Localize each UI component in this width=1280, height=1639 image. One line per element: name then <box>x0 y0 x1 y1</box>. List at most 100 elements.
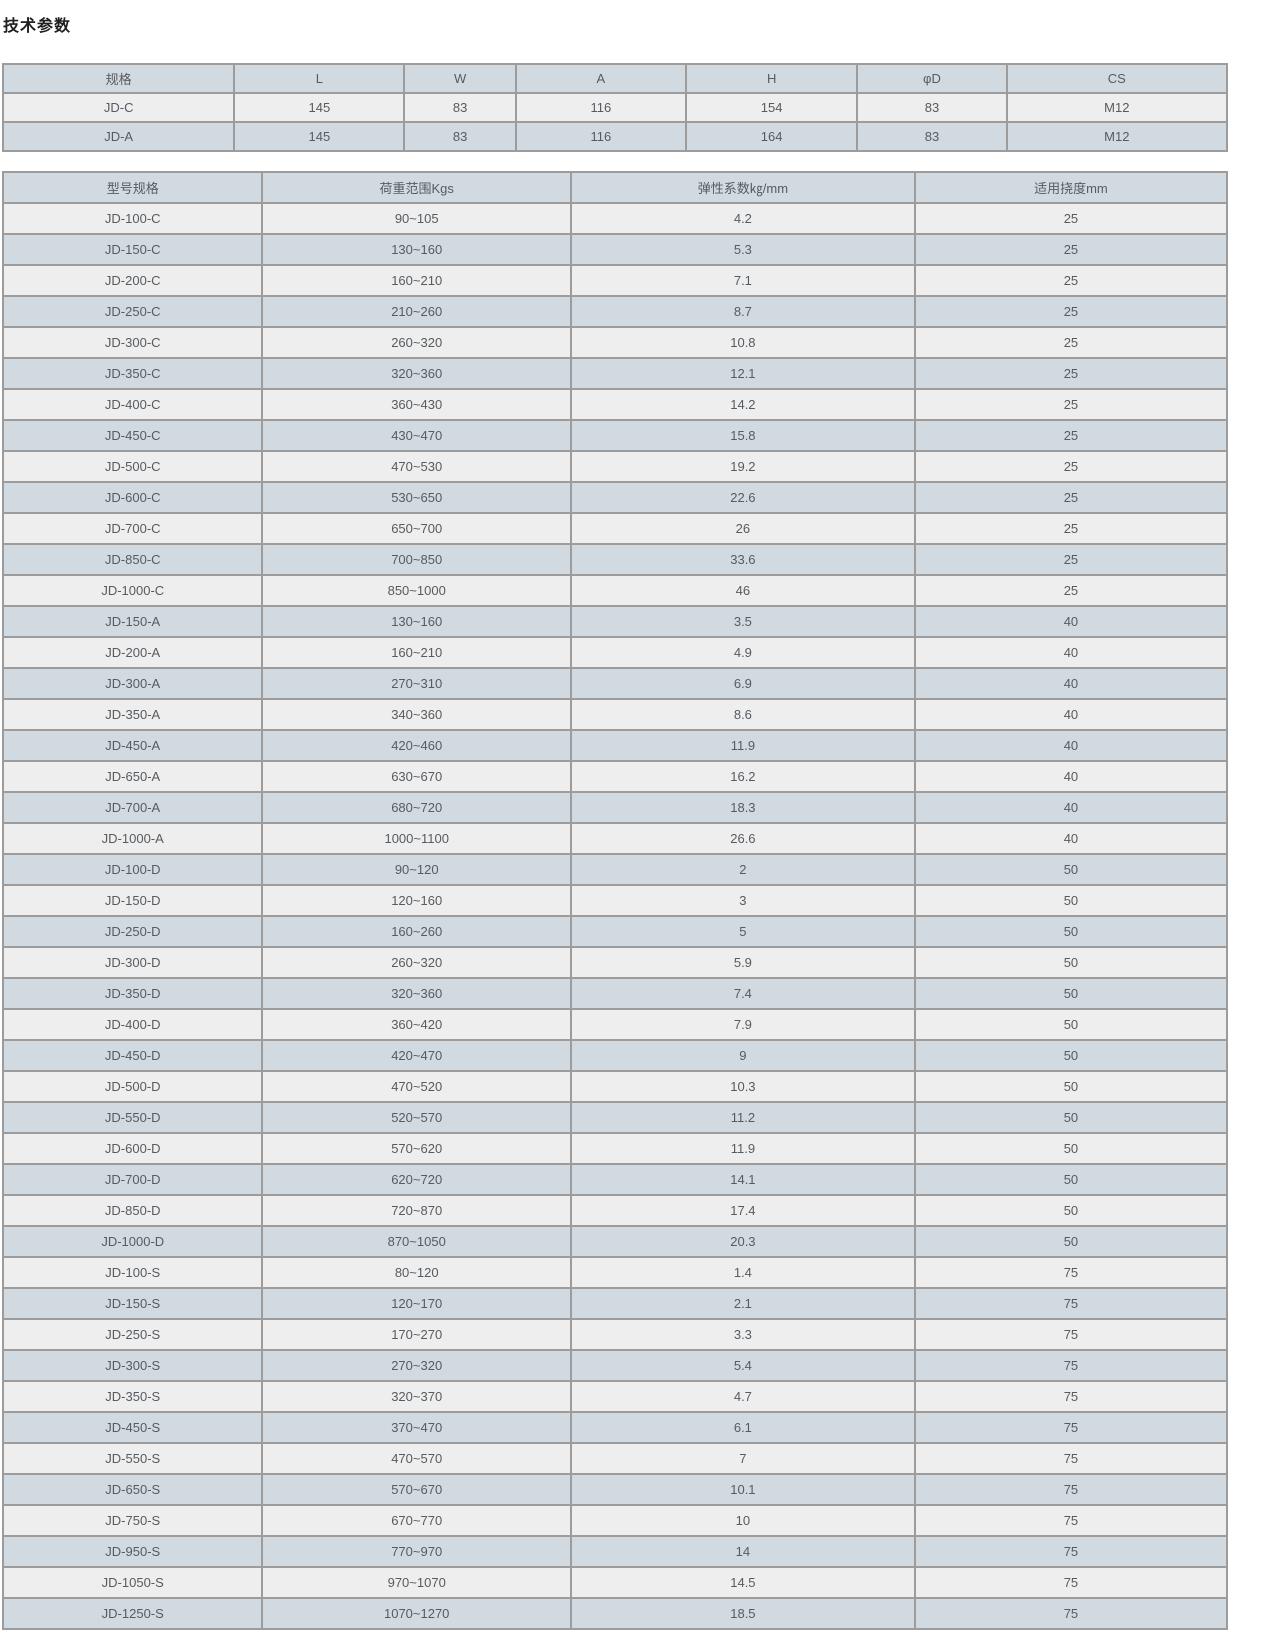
table-cell: 25 <box>913 543 1229 576</box>
table-cell: 570~620 <box>261 1132 572 1165</box>
table-cell: 5.9 <box>569 946 916 979</box>
spec-col-phid: φD <box>856 63 1008 94</box>
table-cell: 83 <box>856 92 1008 123</box>
table-row: JD-650-A 630~670 16.2 40 <box>1 760 1229 793</box>
table-cell: 75 <box>913 1411 1229 1444</box>
table-cell: JD-450-D <box>1 1039 264 1072</box>
table-cell: 270~320 <box>261 1349 572 1382</box>
table-cell: 83 <box>403 92 517 123</box>
table-cell: 4.9 <box>569 636 916 669</box>
table-cell: JD-700-D <box>1 1163 264 1196</box>
table-cell: 75 <box>913 1287 1229 1320</box>
table-row: JD-150-S 120~170 2.1 75 <box>1 1287 1229 1320</box>
table-row: JD-550-D 520~570 11.2 50 <box>1 1101 1229 1134</box>
table-row: JD-300-S 270~320 5.4 75 <box>1 1349 1229 1382</box>
table-cell: 320~360 <box>261 357 572 390</box>
table-row: JD-250-D 160~260 5 50 <box>1 915 1229 948</box>
table-cell: 630~670 <box>261 760 572 793</box>
table-cell: 430~470 <box>261 419 572 452</box>
table-cell: 40 <box>913 729 1229 762</box>
table-cell: JD-200-A <box>1 636 264 669</box>
table-cell: JD-150-S <box>1 1287 264 1320</box>
table-cell: 470~530 <box>261 450 572 483</box>
table-cell: 9 <box>569 1039 916 1072</box>
table-cell: 50 <box>913 1008 1229 1041</box>
table-cell: 10.8 <box>569 326 916 359</box>
table-cell: 340~360 <box>261 698 572 731</box>
table-row: JD-500-D 470~520 10.3 50 <box>1 1070 1229 1103</box>
table-cell: 18.5 <box>569 1597 916 1630</box>
table-cell: 770~970 <box>261 1535 572 1568</box>
table-cell: 3.3 <box>569 1318 916 1351</box>
table-cell: 25 <box>913 326 1229 359</box>
table-cell: 25 <box>913 481 1229 514</box>
table-cell: 160~260 <box>261 915 572 948</box>
table-cell: JD-200-C <box>1 264 264 297</box>
table-cell: 50 <box>913 1163 1229 1196</box>
table-cell: 850~1000 <box>261 574 572 607</box>
table-cell: 130~160 <box>261 605 572 638</box>
table-row: JD-450-C 430~470 15.8 25 <box>1 419 1229 452</box>
table-row: JD-1250-S 1070~1270 18.5 75 <box>1 1597 1229 1630</box>
table-row: JD-450-S 370~470 6.1 75 <box>1 1411 1229 1444</box>
table-row: JD-450-A 420~460 11.9 40 <box>1 729 1229 762</box>
table-cell: 6.1 <box>569 1411 916 1444</box>
table-cell: 14.1 <box>569 1163 916 1196</box>
table-cell: 520~570 <box>261 1101 572 1134</box>
table-cell: 46 <box>569 574 916 607</box>
table-row: JD-200-A 160~210 4.9 40 <box>1 636 1229 669</box>
table-cell: 16.2 <box>569 760 916 793</box>
table-row: JD-150-A 130~160 3.5 40 <box>1 605 1229 638</box>
table-cell: 4.2 <box>569 202 916 235</box>
table-cell: 7.1 <box>569 264 916 297</box>
table-cell: 11.9 <box>569 729 916 762</box>
table-row: JD-700-C 650~700 26 25 <box>1 512 1229 545</box>
table-cell: 6.9 <box>569 667 916 700</box>
table-cell: 26.6 <box>569 822 916 855</box>
table-row: JD-350-D 320~360 7.4 50 <box>1 977 1229 1010</box>
table-cell: JD-1000-C <box>1 574 264 607</box>
table-row: JD-1000-A 1000~1100 26.6 40 <box>1 822 1229 855</box>
table-cell: JD-100-C <box>1 202 264 235</box>
table-cell: JD-700-A <box>1 791 264 824</box>
table-cell: JD-350-S <box>1 1380 264 1413</box>
table-cell: 8.7 <box>569 295 916 328</box>
table-row: JD-150-C 130~160 5.3 25 <box>1 233 1229 266</box>
table-cell: JD-400-C <box>1 388 264 421</box>
table-cell: 50 <box>913 1039 1229 1072</box>
table-cell: 50 <box>913 853 1229 886</box>
table-cell: 11.2 <box>569 1101 916 1134</box>
table-cell: 145 <box>233 121 406 152</box>
table-cell: 620~720 <box>261 1163 572 1196</box>
table-row: JD-100-S 80~120 1.4 75 <box>1 1256 1229 1289</box>
table-cell: JD-300-A <box>1 667 264 700</box>
table-row: JD-300-D 260~320 5.9 50 <box>1 946 1229 979</box>
table-cell: JD-100-D <box>1 853 264 886</box>
table-cell: 50 <box>913 1132 1229 1165</box>
table-cell: 75 <box>913 1597 1229 1630</box>
table-cell: 50 <box>913 1070 1229 1103</box>
table-cell: JD-850-D <box>1 1194 264 1227</box>
table-cell: JD-550-S <box>1 1442 264 1475</box>
table-cell: 4.7 <box>569 1380 916 1413</box>
table-cell: 18.3 <box>569 791 916 824</box>
table-cell: 40 <box>913 667 1229 700</box>
table-cell: 83 <box>856 121 1008 152</box>
table-cell: 145 <box>233 92 406 123</box>
table-row: JD-200-C 160~210 7.1 25 <box>1 264 1229 297</box>
spec-table-header-row: 规格 L W A H φD CS <box>1 63 1229 94</box>
table-cell: 7.4 <box>569 977 916 1010</box>
table-cell: JD-250-D <box>1 915 264 948</box>
table-cell: 10.1 <box>569 1473 916 1506</box>
table-cell: 420~470 <box>261 1039 572 1072</box>
table-cell: 15.8 <box>569 419 916 452</box>
table-cell: JD-650-A <box>1 760 264 793</box>
spec-table: 规格 L W A H φD CS JD-C 145 83 116 154 83 M12 JD-… <box>1 63 1229 152</box>
table-cell: 50 <box>913 1101 1229 1134</box>
table-row: JD-350-S 320~370 4.7 75 <box>1 1380 1229 1413</box>
table-row: JD-400-D 360~420 7.9 50 <box>1 1008 1229 1041</box>
table-cell: 650~700 <box>261 512 572 545</box>
table-cell: 720~870 <box>261 1194 572 1227</box>
table-cell: JD-150-D <box>1 884 264 917</box>
